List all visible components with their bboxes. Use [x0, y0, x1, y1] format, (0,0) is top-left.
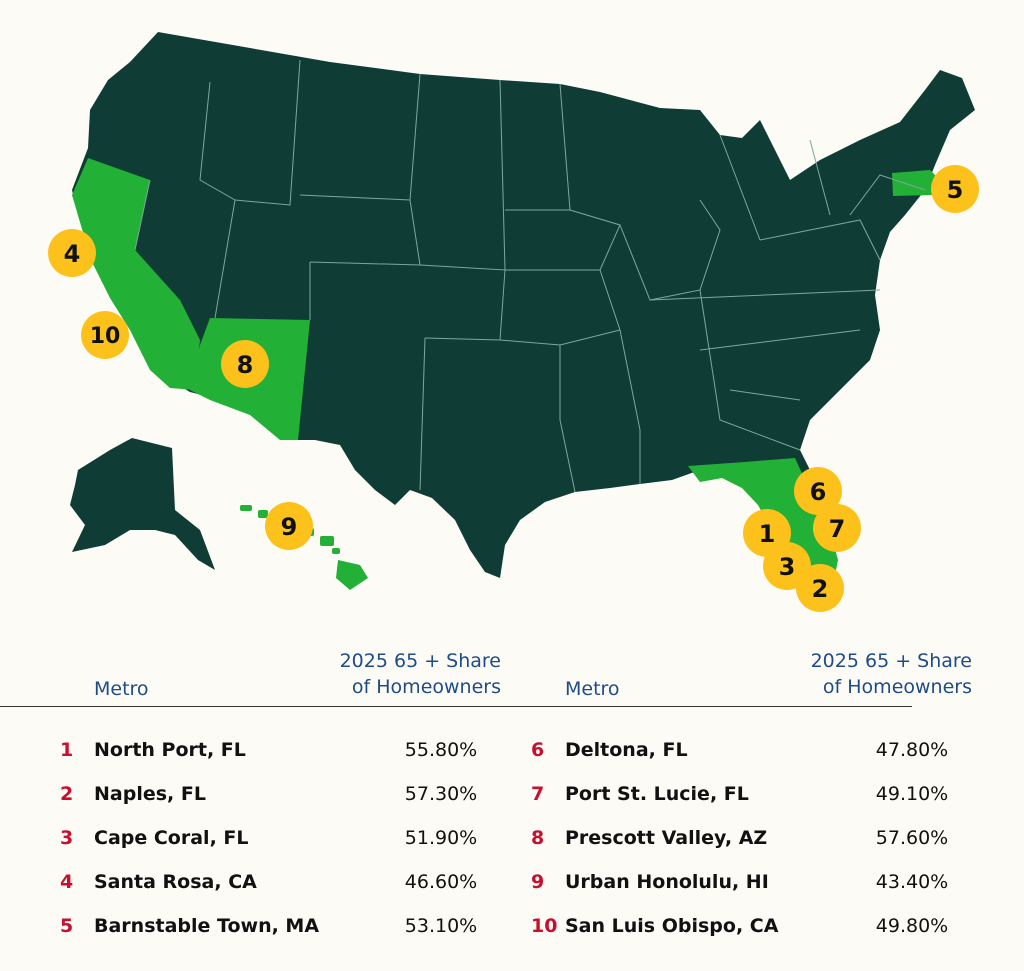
svg-text:2: 2 — [812, 575, 829, 603]
metro-header: Metro — [565, 678, 620, 700]
share-header: 2025 65 + Share of Homeowners — [339, 650, 501, 698]
metro-name: Naples, FL — [94, 783, 206, 805]
table-row: 1 North Port, FL 55.80% — [60, 728, 501, 772]
rank: 8 — [531, 827, 545, 849]
table-row: 10 San Luis Obispo, CA 49.80% — [531, 904, 972, 948]
share-value: 49.10% — [875, 783, 949, 805]
rank: 3 — [60, 827, 74, 849]
table-row: 2 Naples, FL 57.30% — [60, 772, 501, 816]
svg-text:7: 7 — [829, 515, 846, 543]
badge-7: 7 — [813, 504, 861, 552]
left-header: Metro 2025 65 + Share of Homeowners — [60, 640, 501, 708]
share-value: 55.80% — [404, 739, 478, 761]
svg-text:10: 10 — [90, 324, 121, 349]
table-row: 9 Urban Honolulu, HI 43.40% — [531, 860, 972, 904]
rank: 7 — [531, 783, 545, 805]
table-row: 7 Port St. Lucie, FL 49.10% — [531, 772, 972, 816]
rank: 1 — [60, 739, 74, 761]
metro-name: Port St. Lucie, FL — [565, 783, 749, 805]
badge-2: 2 — [796, 564, 844, 612]
metro-name: Santa Rosa, CA — [94, 871, 257, 893]
svg-text:6: 6 — [810, 478, 827, 506]
table-row: 8 Prescott Valley, AZ 57.60% — [531, 816, 972, 860]
share-value: 57.30% — [404, 783, 478, 805]
rank: 6 — [531, 739, 545, 761]
table-row: 5 Barnstable Town, MA 53.10% — [60, 904, 501, 948]
massachusetts — [892, 170, 940, 196]
table-row: 4 Santa Rosa, CA 46.60% — [60, 860, 501, 904]
left-rows: 1 North Port, FL 55.80% 2 Naples, FL 57.… — [60, 728, 501, 948]
us-map: 4 10 8 5 9 6 7 1 — [48, 32, 979, 612]
right-rows: 6 Deltona, FL 47.80% 7 Port St. Lucie, F… — [531, 728, 972, 948]
header-divider — [0, 706, 912, 707]
table-row: 6 Deltona, FL 47.80% — [531, 728, 972, 772]
right-header: Metro 2025 65 + Share of Homeowners — [531, 640, 972, 708]
metro-table: Metro 2025 65 + Share of Homeowners 1 No… — [60, 640, 972, 948]
metro-name: Urban Honolulu, HI — [565, 871, 769, 893]
share-value: 43.40% — [875, 871, 949, 893]
alaska — [70, 438, 215, 570]
share-value: 57.60% — [875, 827, 949, 849]
table-row: 3 Cape Coral, FL 51.90% — [60, 816, 501, 860]
share-value: 46.60% — [404, 871, 478, 893]
map-badges: 4 10 8 5 9 6 7 1 — [48, 165, 979, 612]
rank: 4 — [60, 871, 74, 893]
state-borders — [134, 59, 926, 493]
california — [72, 158, 200, 390]
metro-name: Prescott Valley, AZ — [565, 827, 768, 849]
share-value: 47.80% — [875, 739, 949, 761]
metro-name: San Luis Obispo, CA — [565, 915, 779, 937]
svg-text:1: 1 — [759, 520, 776, 548]
contiguous-us — [72, 32, 975, 595]
metro-name: Barnstable Town, MA — [94, 915, 320, 937]
rank: 9 — [531, 871, 545, 893]
badge-5: 5 — [931, 165, 979, 213]
share-header: 2025 65 + Share of Homeowners — [810, 650, 972, 698]
right-column: Metro 2025 65 + Share of Homeowners 6 De… — [531, 640, 972, 948]
share-value: 51.90% — [404, 827, 478, 849]
metro-name: North Port, FL — [94, 739, 246, 761]
metro-name: Deltona, FL — [565, 739, 688, 761]
badge-4: 4 — [48, 229, 96, 277]
rank: 5 — [60, 915, 74, 937]
left-column: Metro 2025 65 + Share of Homeowners 1 No… — [60, 640, 501, 948]
svg-text:9: 9 — [281, 513, 298, 541]
metro-name: Cape Coral, FL — [94, 827, 249, 849]
svg-text:8: 8 — [237, 351, 254, 379]
svg-text:4: 4 — [64, 240, 81, 268]
badge-10: 10 — [81, 311, 129, 359]
badge-9: 9 — [265, 502, 313, 550]
rank: 2 — [60, 783, 74, 805]
svg-text:3: 3 — [779, 553, 796, 581]
badge-6: 6 — [794, 467, 842, 515]
share-value: 53.10% — [404, 915, 478, 937]
svg-text:5: 5 — [947, 176, 964, 204]
share-value: 49.80% — [875, 915, 949, 937]
rank: 10 — [531, 915, 558, 937]
badge-8: 8 — [221, 340, 269, 388]
metro-header: Metro — [94, 678, 149, 700]
